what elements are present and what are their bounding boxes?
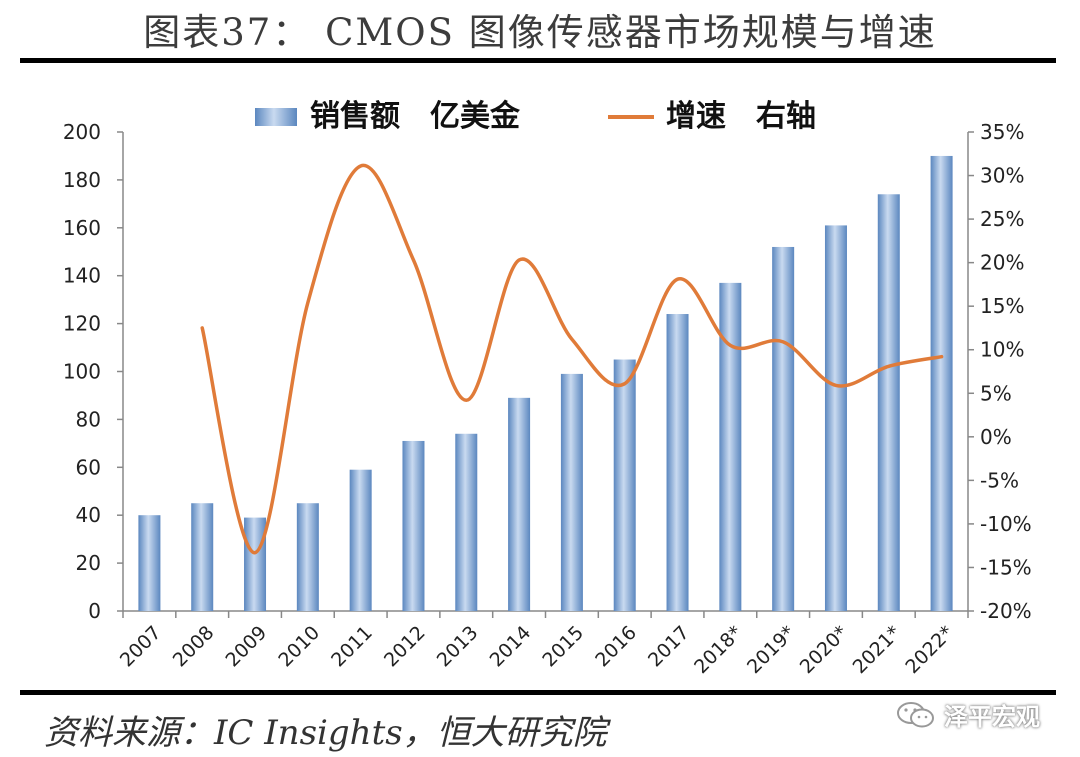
legend-bar-swatch bbox=[255, 108, 297, 126]
y-right-tick-label: -20% bbox=[980, 599, 1032, 623]
y-right-tick-label: 20% bbox=[980, 251, 1024, 275]
y-right-tick-label: 15% bbox=[980, 294, 1024, 318]
legend-bar-label: 销售额 亿美金 bbox=[310, 99, 521, 134]
top-rule bbox=[20, 58, 1056, 63]
bar bbox=[191, 503, 214, 611]
x-tick-label: 2007 bbox=[116, 622, 166, 672]
y-right-tick-label: 25% bbox=[980, 207, 1024, 231]
y-left-tick-label: 100 bbox=[63, 360, 101, 384]
x-tick-label: 2011 bbox=[327, 622, 377, 672]
y-left-tick-label: 40 bbox=[76, 503, 101, 527]
x-tick-label: 2020* bbox=[796, 622, 852, 678]
bar bbox=[666, 314, 689, 611]
x-tick-label: 2022* bbox=[901, 622, 957, 678]
bar bbox=[402, 440, 425, 611]
y-left-tick-label: 140 bbox=[63, 264, 101, 288]
bar bbox=[349, 469, 372, 611]
x-tick-label: 2017 bbox=[644, 622, 694, 672]
y-right-tick-label: -15% bbox=[980, 555, 1032, 579]
bar bbox=[824, 225, 847, 611]
bar bbox=[508, 397, 531, 611]
bar bbox=[719, 282, 742, 611]
bar bbox=[244, 517, 267, 611]
y-right-tick-label: -10% bbox=[980, 512, 1032, 536]
y-left-tick-label: 80 bbox=[76, 407, 101, 431]
x-tick-label: 2021* bbox=[849, 622, 905, 678]
bar bbox=[613, 359, 636, 611]
x-tick-label: 2008 bbox=[169, 622, 219, 672]
growth-line bbox=[200, 163, 944, 555]
bar bbox=[296, 503, 319, 611]
x-tick-label: 2019* bbox=[743, 622, 799, 678]
y-left-tick-label: 200 bbox=[63, 120, 101, 144]
x-tick-label: 2009 bbox=[222, 622, 272, 672]
y-left-tick-label: 60 bbox=[76, 455, 101, 479]
y-left-tick-label: 180 bbox=[63, 168, 101, 192]
y-right-tick-label: -5% bbox=[980, 468, 1019, 492]
watermark-text: 泽平宏观 bbox=[944, 703, 1040, 731]
y-left-tick-label: 20 bbox=[76, 551, 101, 575]
y-right-tick-label: 30% bbox=[980, 164, 1024, 188]
wechat-icon bbox=[897, 701, 934, 727]
watermark: 泽平宏观 bbox=[896, 697, 1040, 732]
y-left-tick-label: 160 bbox=[63, 216, 101, 240]
y-right-tick-label: 35% bbox=[980, 120, 1024, 144]
bar bbox=[560, 373, 583, 611]
bar bbox=[877, 194, 900, 611]
figure-title: 图表37： CMOS 图像传感器市场规模与增速 bbox=[143, 11, 937, 54]
x-tick-label: 2018* bbox=[690, 622, 746, 678]
bottom-rule bbox=[20, 690, 1056, 695]
x-tick-label: 2013 bbox=[433, 622, 483, 672]
y-right-tick-label: 5% bbox=[980, 381, 1012, 405]
y-left-tick-label: 0 bbox=[88, 599, 101, 623]
bar bbox=[455, 433, 478, 611]
x-tick-label: 2015 bbox=[538, 622, 588, 672]
y-right-tick-label: 10% bbox=[980, 338, 1024, 362]
x-tick-label: 2016 bbox=[591, 622, 641, 672]
x-tick-label: 2012 bbox=[380, 622, 430, 672]
bar bbox=[772, 246, 795, 611]
x-tick-label: 2010 bbox=[274, 622, 324, 672]
bar bbox=[138, 515, 161, 611]
y-left-tick-label: 120 bbox=[63, 312, 101, 336]
legend-line-label: 增速 右轴 bbox=[666, 99, 816, 134]
bar bbox=[930, 155, 953, 611]
x-tick-label: 2014 bbox=[486, 622, 536, 672]
source-note: 资料来源：IC Insights，恒大研究院 bbox=[44, 713, 607, 753]
y-right-tick-label: 0% bbox=[980, 425, 1012, 449]
